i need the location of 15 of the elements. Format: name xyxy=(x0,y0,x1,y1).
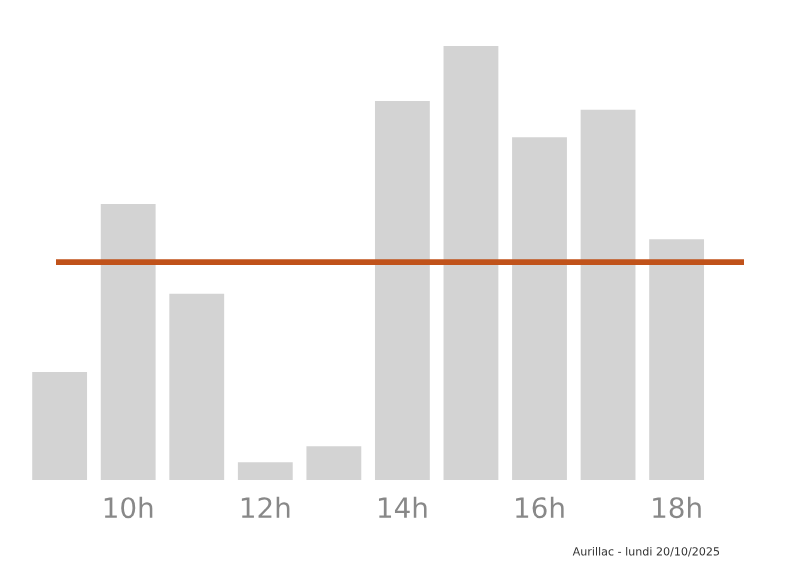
bar xyxy=(649,239,705,480)
bar xyxy=(169,293,225,480)
bar xyxy=(237,462,293,480)
x-tick-label: 16h xyxy=(516,496,564,519)
x-tick-label: 10h xyxy=(104,496,153,519)
x-tick-label: 14h xyxy=(378,496,427,518)
bar xyxy=(512,137,567,480)
bar xyxy=(32,371,88,480)
bar xyxy=(443,46,499,480)
bar xyxy=(100,203,156,480)
bar xyxy=(374,101,430,480)
x-tick-label: 18h xyxy=(653,496,701,519)
bar xyxy=(580,109,636,480)
x-tick-label: 12h xyxy=(241,496,290,518)
bar xyxy=(306,446,362,480)
